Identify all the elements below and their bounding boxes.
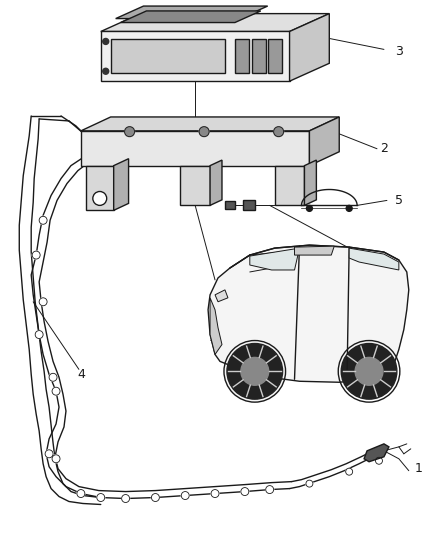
Circle shape xyxy=(266,486,274,494)
Circle shape xyxy=(49,373,57,381)
Circle shape xyxy=(241,488,249,496)
Circle shape xyxy=(227,343,283,399)
Circle shape xyxy=(181,491,189,499)
Circle shape xyxy=(124,127,134,136)
Text: 4: 4 xyxy=(77,368,85,381)
Polygon shape xyxy=(86,166,114,211)
Polygon shape xyxy=(275,166,304,205)
Text: 1: 1 xyxy=(415,462,423,475)
Circle shape xyxy=(77,490,85,497)
Polygon shape xyxy=(268,39,282,73)
Polygon shape xyxy=(309,117,339,166)
Circle shape xyxy=(355,358,383,385)
Polygon shape xyxy=(208,245,409,382)
Circle shape xyxy=(103,68,109,74)
Circle shape xyxy=(199,127,209,136)
Circle shape xyxy=(346,468,353,475)
Polygon shape xyxy=(304,160,316,205)
Circle shape xyxy=(35,330,43,338)
Polygon shape xyxy=(225,201,235,209)
Polygon shape xyxy=(250,248,300,270)
Circle shape xyxy=(341,343,397,399)
Polygon shape xyxy=(294,246,334,255)
Circle shape xyxy=(45,450,53,458)
Circle shape xyxy=(103,38,109,44)
Polygon shape xyxy=(111,39,225,73)
Circle shape xyxy=(97,494,105,502)
Polygon shape xyxy=(210,160,222,205)
Circle shape xyxy=(32,251,40,259)
Polygon shape xyxy=(120,11,261,22)
Circle shape xyxy=(307,205,312,212)
Circle shape xyxy=(346,205,352,212)
Circle shape xyxy=(224,341,286,402)
Circle shape xyxy=(375,457,382,464)
Circle shape xyxy=(152,494,159,502)
Polygon shape xyxy=(101,31,290,81)
Polygon shape xyxy=(101,14,329,31)
Polygon shape xyxy=(349,248,399,270)
Circle shape xyxy=(241,358,268,385)
Circle shape xyxy=(93,191,107,205)
Circle shape xyxy=(39,216,47,224)
Circle shape xyxy=(122,495,130,503)
Polygon shape xyxy=(114,159,129,211)
Polygon shape xyxy=(364,444,389,462)
Polygon shape xyxy=(81,131,309,166)
Circle shape xyxy=(39,298,47,306)
Circle shape xyxy=(274,127,283,136)
Polygon shape xyxy=(252,39,266,73)
Circle shape xyxy=(52,387,60,395)
Text: 2: 2 xyxy=(380,142,388,155)
Polygon shape xyxy=(290,14,329,81)
Polygon shape xyxy=(180,166,210,205)
Polygon shape xyxy=(116,6,268,19)
Circle shape xyxy=(211,490,219,497)
Polygon shape xyxy=(243,200,255,211)
Polygon shape xyxy=(81,117,339,131)
Polygon shape xyxy=(210,298,222,354)
Polygon shape xyxy=(215,290,228,302)
Text: 3: 3 xyxy=(395,45,403,58)
Text: 5: 5 xyxy=(395,194,403,207)
Polygon shape xyxy=(235,39,249,73)
Circle shape xyxy=(306,480,313,487)
Circle shape xyxy=(52,455,60,463)
